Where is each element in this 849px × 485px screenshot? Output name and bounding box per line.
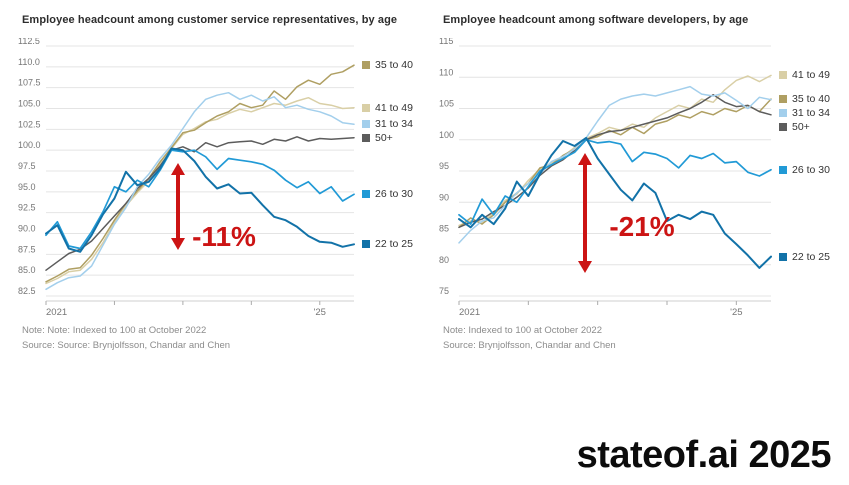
legend-label: 26 to 30 xyxy=(792,163,830,176)
legend-item-50: 50+ xyxy=(779,121,810,133)
y-tick-label: 100.0 xyxy=(18,140,41,150)
legend-label: 31 to 34 xyxy=(375,118,413,131)
y-tick-label: 95.0 xyxy=(18,182,36,192)
legend-label: 35 to 40 xyxy=(792,93,830,106)
y-tick-label: 85.0 xyxy=(18,265,36,275)
legend-swatch xyxy=(779,165,787,174)
series-line-35-to-40 xyxy=(458,98,772,229)
line-chart: 112.5 110.0 107.5 105.0 102.5 100.0 97.5 95.0 92… xyxy=(18,38,355,318)
legend-item-26-to-30: 26 to 30 xyxy=(779,164,830,176)
x-tick-label: '25 xyxy=(730,307,742,318)
legend-label: 35 to 40 xyxy=(375,59,413,72)
chart-panel-software-developers: Employee headcount among software develo… xyxy=(437,14,849,353)
legend-swatch xyxy=(779,123,787,132)
drop-percent-label: -21% xyxy=(609,211,675,242)
y-tick-label: 110.0 xyxy=(18,57,40,67)
chart-panel-customer-service: Employee headcount among customer servic… xyxy=(16,14,436,353)
series-line-41-to-49 xyxy=(458,74,772,227)
legend-item-26-to-30: 26 to 30 xyxy=(362,188,413,200)
legend-swatch xyxy=(362,120,370,129)
legend-swatch xyxy=(362,240,370,249)
legend-swatch xyxy=(779,109,787,118)
plot-area: 112.5 110.0 107.5 105.0 102.5 100.0 97.5 95.0 92… xyxy=(16,38,436,322)
y-tick-label: 90 xyxy=(439,192,449,202)
line-chart: 115 110 105 100 95 90 85 80 75 2021 '25 xyxy=(439,38,772,318)
series-line-26-to-30 xyxy=(458,138,772,225)
legend-item-35-to-40: 35 to 40 xyxy=(362,59,413,71)
note-line: Note: Note: Indexed to 100 at October 20… xyxy=(22,325,207,336)
y-tick-label: 105.0 xyxy=(18,99,41,109)
plot-area: 115 110 105 100 95 90 85 80 75 2021 '25 -21% 41 to… xyxy=(437,38,849,322)
series-line-50 xyxy=(458,93,772,229)
drop-percent-label: -11% xyxy=(192,221,256,252)
chart-notes: Note: Note: Indexed to 100 at October 20… xyxy=(16,323,436,353)
y-tick-label: 95 xyxy=(439,161,449,171)
stateof-ai-watermark: stateof.ai 2025 xyxy=(576,434,832,476)
y-tick-label: 100 xyxy=(439,130,454,140)
y-tick-label: 105 xyxy=(439,99,454,109)
legend-swatch xyxy=(779,252,787,261)
legend-item-22-to-25: 22 to 25 xyxy=(362,238,413,250)
x-tick-label: 2021 xyxy=(46,307,67,318)
series-line-41-to-49 xyxy=(45,96,355,285)
legend-swatch xyxy=(779,95,787,104)
legend-label: 31 to 34 xyxy=(792,107,830,120)
legend-item-35-to-40: 35 to 40 xyxy=(779,93,830,105)
source-line: Source: Source: Brynjolfsson, Chandar an… xyxy=(22,340,231,351)
series-line-26-to-30 xyxy=(45,149,355,250)
y-tick-label: 107.5 xyxy=(18,78,41,88)
chart-title: Employee headcount among customer servic… xyxy=(22,14,398,26)
legend-item-31-to-34: 31 to 34 xyxy=(362,118,413,130)
source-line: Source: Brynjolfsson, Chandar and Chen xyxy=(443,340,616,351)
y-tick-label: 90.0 xyxy=(18,224,36,234)
legend-item-22-to-25: 22 to 25 xyxy=(779,251,830,263)
legend-item-41-to-49: 41 to 49 xyxy=(362,102,413,114)
legend-label: 41 to 49 xyxy=(792,69,830,82)
y-tick-label: 82.5 xyxy=(18,286,36,296)
legend-swatch xyxy=(779,71,787,80)
y-tick-label: 92.5 xyxy=(18,203,36,213)
legend-item-50: 50+ xyxy=(362,132,393,144)
y-tick-label: 75 xyxy=(439,286,449,296)
legend-label: 50+ xyxy=(792,121,810,134)
y-tick-label: 85 xyxy=(439,224,449,234)
y-tick-label: 102.5 xyxy=(18,119,41,129)
legend-swatch xyxy=(362,190,370,199)
legend-label: 22 to 25 xyxy=(375,238,413,251)
legend-item-41-to-49: 41 to 49 xyxy=(779,69,830,81)
y-tick-label: 97.5 xyxy=(18,161,36,171)
x-tick-label: 2021 xyxy=(459,307,480,318)
legend-swatch xyxy=(362,61,370,70)
legend-label: 41 to 49 xyxy=(375,101,413,114)
y-tick-label: 110 xyxy=(439,67,453,77)
y-tick-label: 115 xyxy=(439,38,453,46)
series-line-35-to-40 xyxy=(45,64,355,283)
chart-notes: Note: Indexed to 100 at October 2022 Sou… xyxy=(437,323,849,353)
chart-title: Employee headcount among software develo… xyxy=(443,14,749,26)
legend-swatch xyxy=(362,134,370,143)
series-line-50 xyxy=(45,136,355,271)
legend-item-31-to-34: 31 to 34 xyxy=(779,107,830,119)
series-line-22-to-25 xyxy=(458,136,772,269)
x-tick-label: '25 xyxy=(314,307,326,318)
legend-label: 26 to 30 xyxy=(375,188,413,201)
y-tick-label: 112.5 xyxy=(18,38,40,46)
y-tick-label: 87.5 xyxy=(18,244,36,254)
legend-label: 50+ xyxy=(375,132,393,145)
y-tick-label: 80 xyxy=(439,255,449,265)
series-line-31-to-34 xyxy=(45,91,355,291)
legend-swatch xyxy=(362,103,370,112)
legend-label: 22 to 25 xyxy=(792,250,830,263)
series-line-22-to-25 xyxy=(45,147,355,253)
note-line: Note: Indexed to 100 at October 2022 xyxy=(443,325,602,336)
